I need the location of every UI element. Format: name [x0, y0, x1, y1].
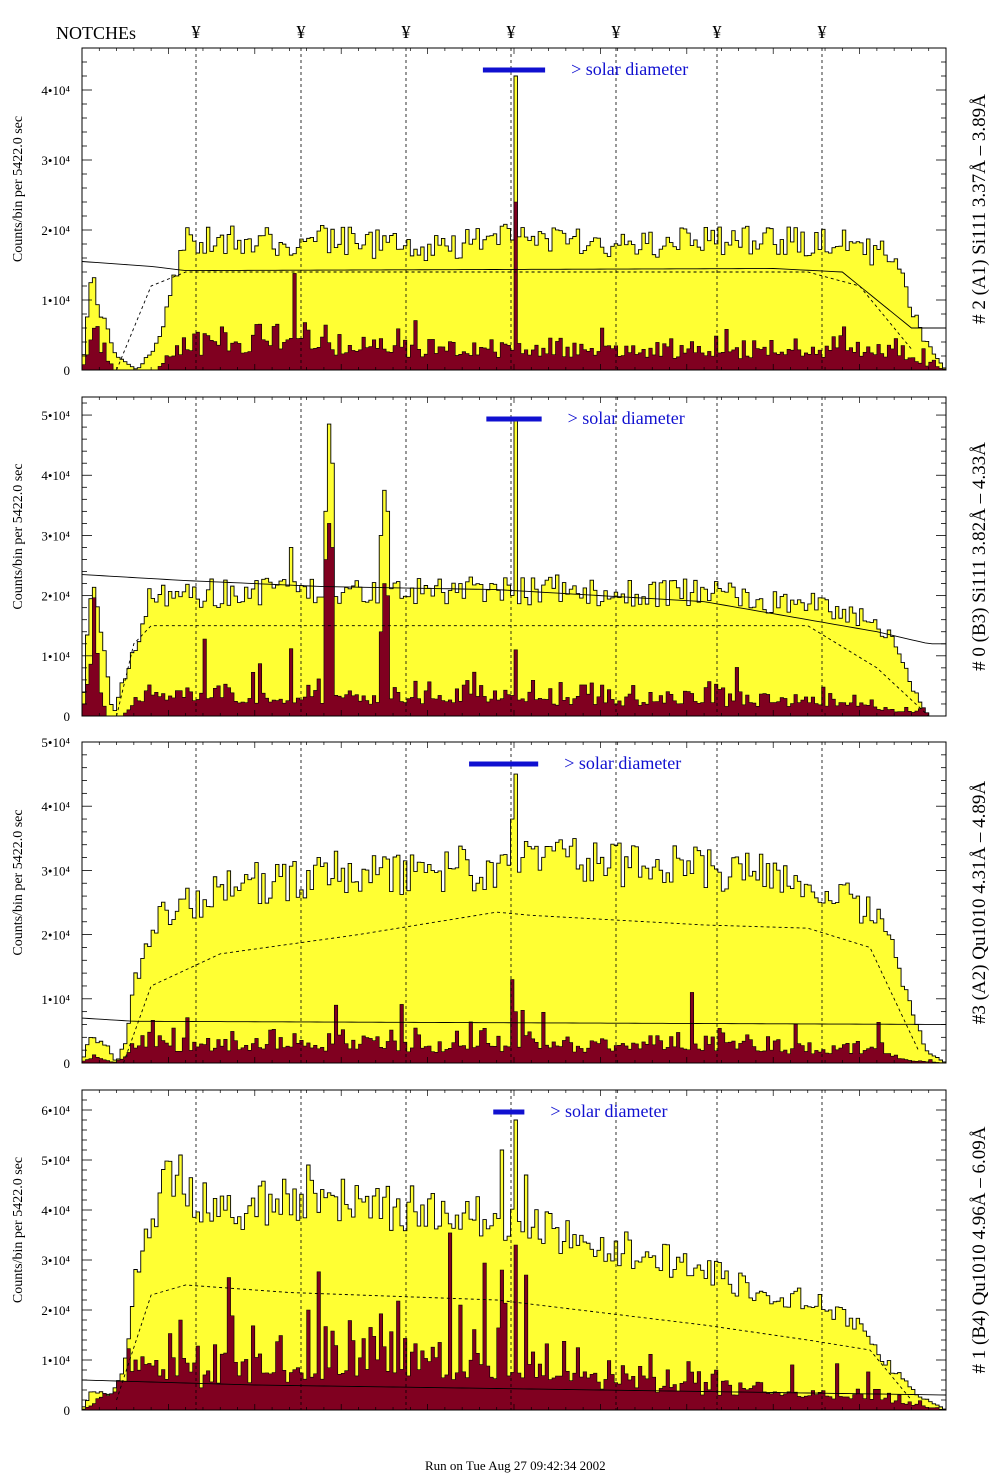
panel-3: 0 1•10⁴ 2•10⁴ 3•10⁴ 4•10⁴ 5•10⁴ 6•10⁴ Counts/bi… [11, 1089, 990, 1418]
y-tick-label: 1•10⁴ [41, 293, 70, 308]
panel-1: 0 1•10⁴ 2•10⁴ 3•10⁴ 4•10⁴ 5•10⁴ Counts/bin per… [11, 396, 990, 724]
y-tick-label: 4•10⁴ [41, 468, 70, 483]
y-tick-label: 3•10⁴ [41, 528, 70, 543]
y-tick-label: 0 [64, 363, 71, 378]
total-counts-histogram [81, 773, 947, 1064]
notch-marker-0: ¥ [192, 22, 201, 42]
y-tick-label: 0 [64, 1056, 71, 1071]
y-axis-label: Counts/bin per 5422.0 sec [11, 463, 26, 609]
y-tick-label: 5•10⁴ [41, 408, 70, 423]
panel-title: # 1 (B4) Qu1010 4.96Å – 6.09Å [969, 1126, 990, 1373]
background-model-curve [81, 1379, 947, 1396]
component-counts-histogram [81, 1232, 947, 1411]
y-tick-label: 1•10⁴ [41, 649, 70, 664]
y-tick-label: 2•10⁴ [41, 589, 70, 604]
y-tick-label: 4•10⁴ [41, 799, 70, 814]
notch-marker-5: ¥ [713, 22, 722, 42]
y-axis-label: Counts/bin per 5422.0 sec [11, 116, 26, 262]
y-axis-label: Counts/bin per 5422.0 sec [11, 1157, 26, 1303]
fit-model-curve [116, 625, 930, 717]
y-tick-label: 3•10⁴ [41, 863, 70, 878]
component-counts-histogram [81, 201, 947, 371]
notch-marker-3: ¥ [507, 22, 516, 42]
y-tick-label: 5•10⁴ [41, 1153, 70, 1168]
y-tick-label: 0 [64, 709, 71, 724]
solar-diameter-label: > solar diameter [568, 408, 685, 428]
y-tick-label: 2•10⁴ [41, 928, 70, 943]
y-tick-label: 6•10⁴ [41, 1103, 70, 1118]
y-tick-label: 4•10⁴ [41, 1203, 70, 1218]
notch-marker-2: ¥ [402, 22, 411, 42]
y-tick-label: 2•10⁴ [41, 223, 70, 238]
run-timestamp: Run on Tue Aug 27 09:42:34 2002 [425, 1458, 606, 1473]
y-tick-label: 4•10⁴ [41, 83, 70, 98]
panel-0: 0 1•10⁴ 2•10⁴ 3•10⁴ 4•10⁴ Counts/bin per 5422… [11, 47, 990, 378]
notches-label: NOTCHEs [56, 23, 136, 43]
notch-marker-6: ¥ [818, 22, 827, 42]
y-tick-label: 3•10⁴ [41, 153, 70, 168]
y-tick-label: 3•10⁴ [41, 1253, 70, 1268]
panels: 0 1•10⁴ 2•10⁴ 3•10⁴ 4•10⁴ Counts/bin per 5422… [11, 47, 990, 1418]
component-counts-histogram [81, 523, 946, 717]
y-tick-label: 1•10⁴ [41, 1353, 70, 1368]
panel-title: # 0 (B3) Si111 3.82Å – 4.33Å [969, 442, 990, 671]
background-model-curve [81, 261, 946, 329]
notches-header: NOTCHEs ¥ ¥ ¥ ¥ ¥ ¥ ¥ [56, 22, 827, 43]
background-model-curve [81, 1017, 947, 1025]
panel-2: 0 1•10⁴ 2•10⁴ 3•10⁴ 4•10⁴ 5•10⁴ Counts/bin per… [11, 735, 990, 1071]
notch-marker-4: ¥ [612, 22, 621, 42]
solar-diameter-label: > solar diameter [550, 1101, 667, 1121]
solar-diameter-label: > solar diameter [564, 753, 681, 773]
y-axis-label: Counts/bin per 5422.0 sec [11, 809, 26, 955]
notch-marker-1: ¥ [297, 22, 306, 42]
solar-diameter-label: > solar diameter [571, 59, 688, 79]
background-model-curve [81, 574, 946, 645]
fit-model-curve [116, 1284, 912, 1401]
panel-title: # 2 (A1) Si111 3.37Å – 3.89Å [969, 94, 990, 324]
y-tick-label: 1•10⁴ [41, 992, 70, 1007]
y-tick-label: 5•10⁴ [41, 735, 70, 750]
y-tick-label: 2•10⁴ [41, 1303, 70, 1318]
fit-model-curve [123, 911, 919, 1064]
panel-title: #3 (A2) Qu1010 4.31Å – 4.89Å [969, 781, 990, 1025]
y-tick-label: 0 [64, 1403, 71, 1418]
component-counts-histogram [81, 979, 947, 1064]
fit-model-curve [116, 271, 912, 371]
